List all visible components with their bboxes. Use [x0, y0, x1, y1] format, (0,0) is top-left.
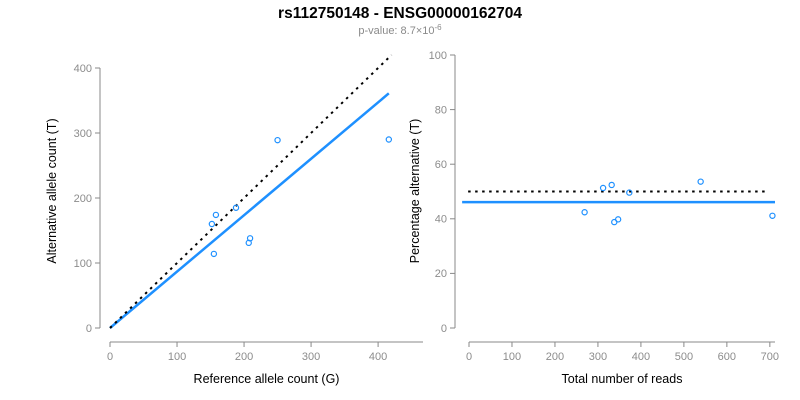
- data-point: [697, 178, 704, 185]
- x-tick-label: 400: [632, 351, 650, 363]
- x-tick-label: 600: [718, 351, 736, 363]
- data-point: [246, 235, 254, 242]
- x-tick-label: 200: [235, 351, 253, 363]
- left-plot-xlabel: Reference allele count (G): [193, 372, 340, 386]
- data-point: [626, 189, 633, 196]
- x-tick-label: 0: [466, 351, 472, 363]
- right-plot-xlabel: Total number of reads: [561, 372, 683, 386]
- y-tick-label: 300: [74, 128, 92, 140]
- data-point: [614, 216, 622, 223]
- data-point: [274, 136, 281, 144]
- left-plot-ylabel: Alternative allele count (T): [45, 118, 59, 264]
- x-tick-label: 400: [369, 351, 387, 363]
- y-tick-label: 100: [429, 50, 447, 62]
- y-tick-label: 200: [74, 193, 92, 205]
- x-tick-label: 300: [589, 351, 607, 363]
- percentage-plot: 0 20 40 60 80 100 0 100 200 300 400 500 600 700: [429, 50, 779, 363]
- y-tick-label: 20: [435, 268, 447, 280]
- y-tick-label: 400: [74, 63, 92, 75]
- data-point: [608, 181, 615, 189]
- chart-title: rs112750148 - ENSG00000162704: [278, 5, 522, 22]
- y-tick-label: 40: [435, 214, 447, 226]
- x-tick-label: 700: [761, 351, 779, 363]
- x-tick-label: 200: [546, 351, 564, 363]
- p-value-exponent: -6: [434, 23, 442, 32]
- data-point: [212, 211, 220, 219]
- x-tick-label: 500: [675, 351, 693, 363]
- x-tick-label: 300: [302, 351, 320, 363]
- data-point: [210, 250, 218, 258]
- data-point: [208, 220, 216, 228]
- data-point: [599, 184, 607, 192]
- allele-count-plot: 0 100 200 300 400 0 100 200 300 400: [74, 54, 423, 363]
- y-tick-label: 0: [86, 323, 92, 335]
- y-tick-label: 80: [435, 104, 447, 116]
- identity-line: [109, 54, 393, 329]
- p-value-subtitle: p-value: 8.7×10-6: [0, 23, 800, 37]
- p-value-text: p-value: 8.7×10: [358, 25, 435, 37]
- x-tick-label: 100: [503, 351, 521, 363]
- y-tick-label: 100: [74, 258, 92, 270]
- x-tick-label: 0: [107, 351, 113, 363]
- data-point: [581, 209, 588, 216]
- x-tick-label: 100: [168, 351, 186, 363]
- right-plot-ylabel: Percentage alternative (T): [408, 118, 422, 264]
- y-tick-label: 0: [441, 323, 447, 335]
- data-point: [232, 204, 240, 211]
- fit-line: [109, 92, 390, 329]
- data-point: [769, 212, 776, 219]
- y-tick-label: 60: [435, 159, 447, 171]
- data-point: [385, 136, 393, 143]
